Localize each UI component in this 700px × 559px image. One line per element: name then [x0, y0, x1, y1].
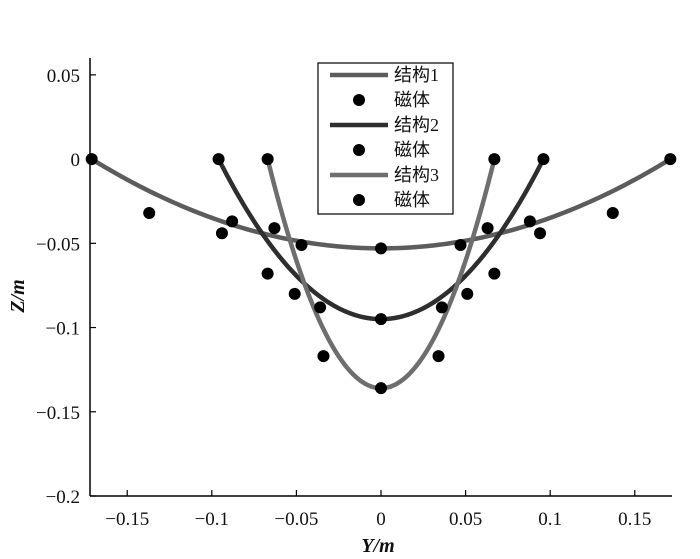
x-axis-label: Y/m — [361, 535, 394, 557]
magnet-point — [215, 227, 228, 240]
x-tick-label: −0.1 — [195, 509, 229, 530]
magnet-point — [261, 153, 274, 166]
magnet-point — [432, 350, 445, 363]
legend-marker-swatch — [353, 94, 365, 106]
y-tick-label: −0.15 — [36, 403, 80, 424]
ticks: −0.15 −0.1 −0.05 0 0.05 0.1 0.15 0.05 0 −0.05 −0.1… — [36, 66, 651, 530]
magnet-point — [664, 153, 677, 166]
magnet-point — [288, 287, 301, 300]
magnet-point — [375, 242, 387, 255]
y-tick-label: 0 — [71, 150, 81, 171]
magnet-point — [606, 206, 619, 219]
magnet-point — [375, 382, 387, 395]
x-tick-label: 0.05 — [449, 509, 482, 530]
magnet-point — [435, 301, 448, 314]
magnet-point — [481, 222, 494, 235]
magnet-point — [295, 238, 308, 251]
y-tick-label: −0.2 — [46, 487, 80, 508]
x-tick-label: −0.05 — [274, 509, 318, 530]
y-tick-label: −0.05 — [36, 234, 80, 255]
magnet-point — [226, 215, 239, 228]
plot-area — [85, 153, 677, 395]
magnet-point — [212, 153, 225, 166]
legend-marker-swatch — [353, 144, 365, 156]
magnet-point — [488, 267, 501, 280]
magnet-point — [488, 153, 501, 166]
legend-label: 磁体 — [394, 190, 430, 210]
legend-label: 磁体 — [394, 90, 430, 110]
magnet-point — [143, 206, 156, 219]
magnet-point — [523, 215, 536, 228]
legend-label: 结构3 — [394, 165, 439, 185]
y-axis-label: Z/m — [7, 279, 29, 313]
magnet-point — [461, 287, 474, 300]
magnet-point — [534, 227, 547, 240]
legend-label: 结构2 — [394, 115, 439, 135]
legend-label: 磁体 — [394, 140, 430, 160]
x-tick-label: −0.15 — [105, 509, 149, 530]
legend-marker-swatch — [353, 194, 365, 206]
magnet-point — [375, 313, 387, 326]
magnet-point — [317, 350, 330, 363]
magnet-point — [261, 267, 274, 280]
magnet-point — [537, 153, 550, 166]
legend-label: 结构1 — [394, 65, 439, 85]
magnet-point — [454, 238, 467, 251]
legend-box — [317, 62, 454, 215]
magnet-point — [314, 301, 327, 314]
x-tick-label: 0.15 — [618, 509, 651, 530]
y-tick-label: −0.1 — [46, 319, 80, 340]
x-tick-label: 0 — [376, 509, 386, 530]
y-tick-label: 0.05 — [47, 66, 80, 87]
magnet-point — [268, 222, 281, 235]
x-tick-label: 0.1 — [538, 509, 562, 530]
